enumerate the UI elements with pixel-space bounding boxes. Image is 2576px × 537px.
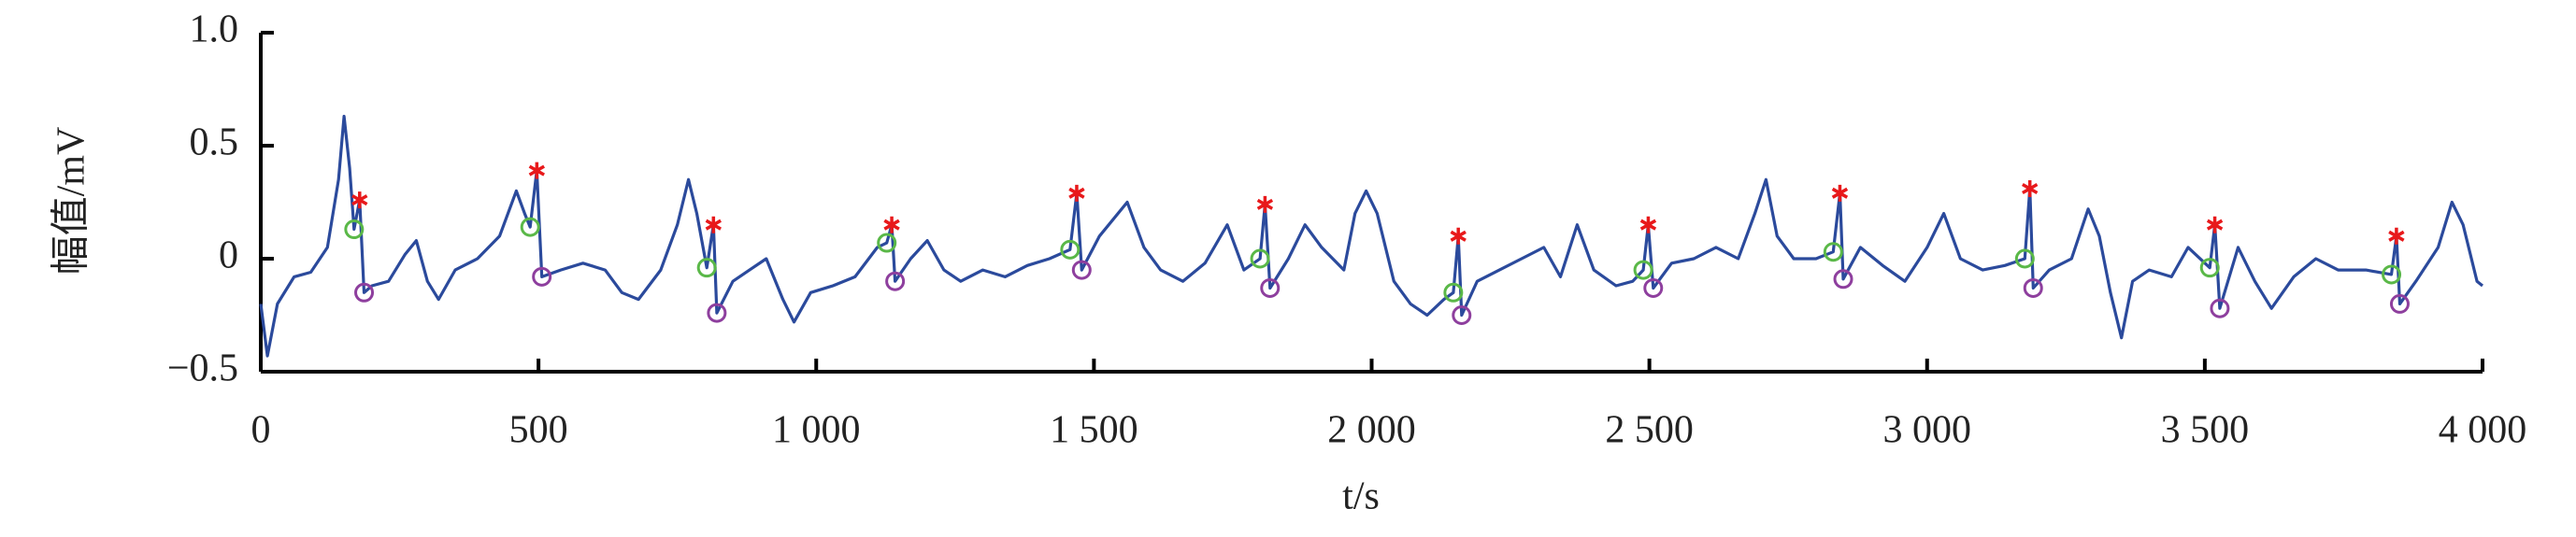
marker-circle [1833, 269, 1853, 290]
marker-circle [2389, 293, 2410, 314]
x-tick-label: 3 500 [2161, 409, 2250, 452]
marker-asterisk [1639, 216, 1657, 233]
marker-circle [1823, 242, 1843, 262]
x-tick-label: 2 500 [1605, 409, 1694, 452]
marker-circle [1643, 277, 1664, 298]
marker-asterisk [2022, 179, 2039, 197]
marker-circle [532, 266, 552, 287]
marker-asterisk [351, 191, 368, 209]
marker-asterisk [2206, 216, 2224, 233]
y-tick-label: 0.5 [190, 121, 239, 164]
marker-circle [1250, 248, 1270, 269]
marker-asterisk [705, 216, 722, 233]
marker-asterisk [528, 162, 546, 179]
marker-circle [1443, 282, 1464, 303]
marker-circle [1071, 260, 1092, 280]
marker-asterisk [1450, 227, 1467, 245]
marker-circle [354, 282, 375, 303]
marker-circle [2023, 277, 2043, 298]
marker-asterisk [2388, 227, 2405, 245]
marker-circle [877, 233, 897, 253]
y-tick-label: −0.5 [167, 347, 238, 390]
marker-circle [2382, 264, 2402, 285]
x-axis-label: t/s [1342, 475, 1380, 518]
marker-circle [2014, 248, 2035, 269]
ecg-line [259, 114, 2484, 358]
y-tick-label: 0 [219, 234, 238, 277]
marker-circle [2199, 258, 2220, 278]
marker-circle [707, 303, 727, 323]
marker-circle [1633, 260, 1653, 280]
marker-circle [1452, 305, 1472, 325]
x-tick-label: 500 [509, 409, 568, 452]
x-tick-label: 1 500 [1050, 409, 1138, 452]
marker-circle [520, 217, 540, 237]
marker-circle [344, 219, 365, 240]
x-tick-label: 1 000 [772, 409, 861, 452]
marker-circle [2210, 298, 2230, 318]
marker-circle [885, 271, 906, 291]
x-tick-label: 0 [251, 409, 271, 452]
x-tick-label: 3 000 [1883, 409, 1972, 452]
marker-circle [1260, 277, 1281, 298]
x-tick-label: 4 000 [2439, 409, 2527, 452]
y-axis-label: 幅值/mV [50, 127, 93, 276]
marker-asterisk [1256, 195, 1274, 213]
marker-asterisk [1068, 184, 1085, 202]
y-tick-label: 1.0 [190, 8, 239, 51]
x-tick-label: 2 000 [1327, 409, 1416, 452]
marker-circle [696, 258, 717, 278]
marker-asterisk [1831, 184, 1849, 202]
marker-circle [1060, 239, 1080, 260]
marker-asterisk [883, 216, 900, 233]
